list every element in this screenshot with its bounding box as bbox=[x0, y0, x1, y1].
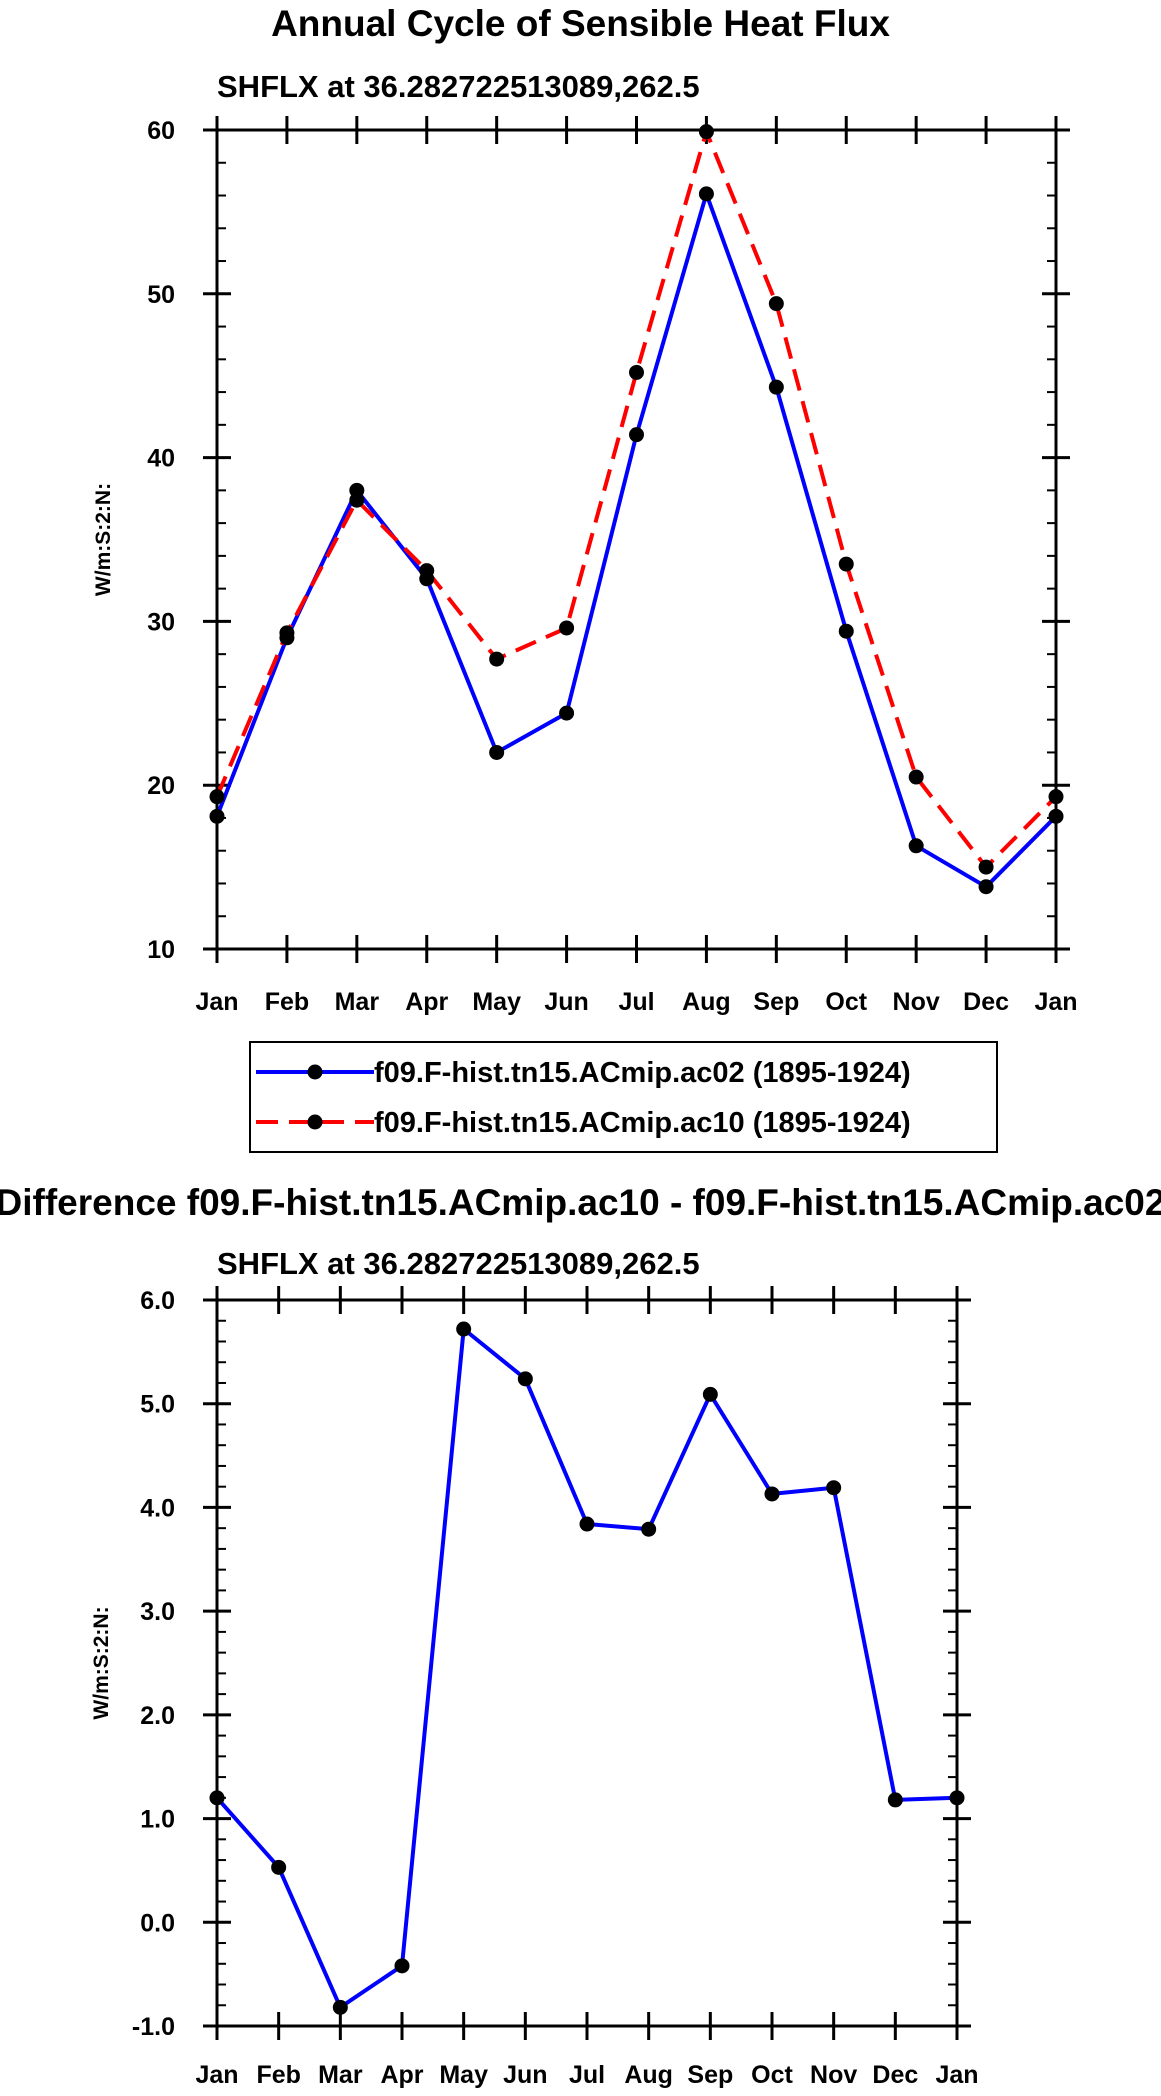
x-tick-label: Aug bbox=[624, 2061, 673, 2089]
data-point bbox=[1048, 808, 1064, 824]
y-tick-label: 30 bbox=[147, 608, 175, 636]
x-tick-label: Jan bbox=[1034, 988, 1077, 1016]
x-tick-label: Jul bbox=[569, 2061, 605, 2089]
y-tick-label: 0.0 bbox=[140, 1909, 175, 1937]
data-point bbox=[826, 1480, 842, 1496]
legend-marker bbox=[307, 1114, 323, 1130]
data-point bbox=[629, 427, 644, 443]
y-tick-label: 50 bbox=[147, 281, 175, 309]
data-point bbox=[887, 1792, 903, 1808]
x-tick-label: Oct bbox=[751, 2061, 793, 2089]
x-tick-label: Sep bbox=[687, 2061, 733, 2089]
y-tick-label: 60 bbox=[147, 117, 175, 145]
y-tick-label: 4.0 bbox=[140, 1494, 175, 1522]
data-point bbox=[394, 1958, 410, 1974]
data-point bbox=[332, 1999, 348, 2015]
data-point bbox=[489, 651, 505, 667]
x-tick-label: Jan bbox=[195, 2061, 238, 2089]
x-tick-label: Jul bbox=[618, 988, 654, 1016]
x-tick-label: Dec bbox=[963, 988, 1009, 1016]
data-point bbox=[349, 492, 365, 508]
x-tick-label: Nov bbox=[810, 2061, 857, 2089]
chart-title: Difference f09.F-hist.tn15.ACmip.ac10 - … bbox=[0, 1182, 1161, 1223]
data-point bbox=[579, 1516, 595, 1532]
data-point bbox=[838, 556, 854, 572]
x-tick-label: Mar bbox=[335, 988, 380, 1016]
data-point bbox=[271, 1859, 287, 1875]
x-tick-label: Dec bbox=[872, 2061, 918, 2089]
series-line-2 bbox=[215, 129, 1058, 870]
chart-panel-2: Difference f09.F-hist.tn15.ACmip.ac10 - … bbox=[0, 1182, 1161, 2089]
x-tick-label: May bbox=[472, 988, 521, 1016]
legend-label: f09.F-hist.tn15.ACmip.ac02 (1895-1924) bbox=[374, 1057, 911, 1089]
x-tick-label: Jun bbox=[544, 988, 588, 1016]
data-point bbox=[978, 879, 994, 895]
data-point bbox=[908, 769, 924, 785]
chart-title: Annual Cycle of Sensible Heat Flux bbox=[271, 3, 890, 44]
y-tick-label: 20 bbox=[147, 772, 175, 800]
x-tick-label: Nov bbox=[893, 988, 940, 1016]
y-tick-label: 2.0 bbox=[140, 1702, 175, 1730]
data-point bbox=[838, 623, 854, 639]
y-tick-label: 40 bbox=[147, 445, 175, 473]
x-tick-label: Jan bbox=[195, 988, 238, 1016]
data-point bbox=[559, 705, 575, 721]
data-point bbox=[209, 1790, 225, 1806]
x-tick-label: Aug bbox=[682, 988, 731, 1016]
y-tick-label: 1.0 bbox=[140, 1806, 175, 1834]
y-axis-title: W/m:S:2:N: bbox=[90, 1606, 113, 1719]
x-tick-label: Jun bbox=[503, 2061, 547, 2089]
data-point bbox=[279, 625, 295, 641]
data-point bbox=[517, 1371, 533, 1387]
x-tick-label: Feb bbox=[265, 988, 309, 1016]
chart-subtitle: SHFLX at 36.282722513089,262.5 bbox=[217, 69, 700, 104]
data-point bbox=[698, 124, 714, 140]
data-point bbox=[629, 364, 644, 380]
data-point bbox=[698, 186, 714, 202]
x-tick-label: Apr bbox=[380, 2061, 423, 2089]
series-line-1 bbox=[215, 191, 1058, 889]
y-tick-label: 5.0 bbox=[140, 1391, 175, 1419]
legend-label: f09.F-hist.tn15.ACmip.ac10 (1895-1924) bbox=[374, 1107, 911, 1139]
data-point bbox=[768, 379, 784, 395]
data-point bbox=[764, 1486, 780, 1502]
x-tick-label: Jan bbox=[935, 2061, 978, 2089]
data-point bbox=[419, 563, 435, 579]
data-point bbox=[768, 296, 784, 312]
x-tick-label: Apr bbox=[405, 988, 448, 1016]
x-tick-label: May bbox=[439, 2061, 488, 2089]
data-point bbox=[489, 744, 505, 760]
x-tick-label: Oct bbox=[825, 988, 867, 1016]
data-point bbox=[949, 1790, 965, 1806]
y-tick-label: 3.0 bbox=[140, 1598, 175, 1626]
plot-frame bbox=[215, 1298, 959, 2028]
y-tick-label: 10 bbox=[147, 936, 175, 964]
x-tick-label: Mar bbox=[318, 2061, 363, 2089]
data-point bbox=[559, 620, 575, 636]
data-point bbox=[1048, 789, 1064, 805]
plot-frame bbox=[215, 128, 1058, 951]
data-point bbox=[209, 808, 225, 824]
y-tick-label: 6.0 bbox=[140, 1287, 175, 1315]
data-point bbox=[209, 789, 225, 805]
y-axis-title: W/m:S:2:N: bbox=[92, 483, 115, 596]
data-point bbox=[908, 838, 924, 854]
legend-marker bbox=[307, 1064, 323, 1080]
x-tick-label: Feb bbox=[256, 2061, 300, 2089]
data-point bbox=[702, 1386, 718, 1402]
y-tick-label: -1.0 bbox=[132, 2013, 175, 2041]
legend-box bbox=[249, 1041, 998, 1153]
series-line-1 bbox=[215, 1327, 958, 2010]
data-point bbox=[978, 859, 994, 875]
data-point bbox=[641, 1521, 657, 1537]
chart-subtitle: SHFLX at 36.282722513089,262.5 bbox=[217, 1246, 700, 1281]
data-point bbox=[456, 1321, 472, 1337]
x-tick-label: Sep bbox=[753, 988, 799, 1016]
chart-panel-1: Annual Cycle of Sensible Heat Flux SHFLX … bbox=[92, 3, 1078, 1153]
